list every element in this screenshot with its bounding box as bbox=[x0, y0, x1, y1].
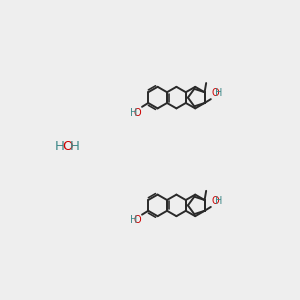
Text: O: O bbox=[134, 108, 141, 118]
Text: H: H bbox=[215, 88, 223, 98]
Text: O: O bbox=[212, 88, 219, 98]
Text: O: O bbox=[212, 196, 219, 206]
Text: H: H bbox=[130, 215, 137, 225]
Text: H: H bbox=[55, 140, 64, 153]
Text: O: O bbox=[62, 140, 73, 153]
Text: O: O bbox=[134, 215, 141, 225]
Text: H: H bbox=[130, 108, 137, 118]
Text: H: H bbox=[215, 196, 223, 206]
Text: H: H bbox=[70, 140, 80, 153]
